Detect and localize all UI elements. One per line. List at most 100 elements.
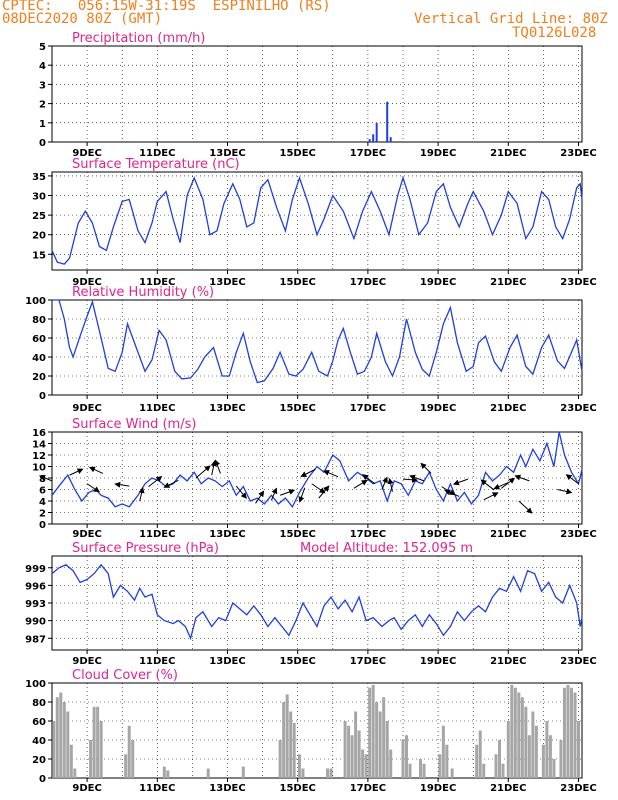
precipitation-bar xyxy=(389,137,392,142)
wind-arrow xyxy=(518,500,533,514)
cloud-cover-xtick-label: 13DEC xyxy=(209,783,245,794)
cloud-cover-bar xyxy=(347,725,351,778)
wind-arrow xyxy=(565,474,579,485)
humidity-xtick-label: 23DEC xyxy=(560,403,596,414)
cloud-cover-bar xyxy=(59,692,63,778)
precipitation-xtick-label: 21DEC xyxy=(490,148,526,159)
cloud-cover-xtick-label: 15DEC xyxy=(280,783,316,794)
wind-xtick-label: 11DEC xyxy=(139,529,175,540)
cloud-cover-bar xyxy=(368,687,372,778)
wind-arrow xyxy=(381,476,388,490)
precipitation-frame xyxy=(51,45,583,143)
humidity-xtick-label: 11DEC xyxy=(139,403,175,414)
cloud-cover-bar xyxy=(301,768,305,778)
cloud-cover-bar xyxy=(441,725,445,778)
cloud-cover-ytick-label: 100 xyxy=(25,679,46,690)
temperature-xtick-label: 9DEC xyxy=(72,277,101,288)
wind-arrow xyxy=(420,462,432,474)
temperature-xtick-label: 23DEC xyxy=(560,277,596,288)
wind-xtick-label: 15DEC xyxy=(280,529,316,540)
header-location: CPTEC: 056:15W-31:19S ESPINILHO (RS) xyxy=(2,0,331,14)
humidity-ytick-label: 60 xyxy=(32,334,46,345)
cloud-cover-bar xyxy=(131,740,135,778)
temperature-xtick-label: 19DEC xyxy=(420,277,456,288)
cloud-cover-bar xyxy=(285,694,289,778)
cloud-cover-bar xyxy=(278,740,282,778)
pressure-xtick-label: 19DEC xyxy=(420,656,456,667)
wind-ytick-label: 8 xyxy=(39,474,46,485)
wind-arrow xyxy=(323,470,339,478)
wind-arrow xyxy=(483,492,499,501)
humidity-xtick-label: 17DEC xyxy=(350,403,386,414)
cloud-cover-bar xyxy=(364,754,368,778)
cloud-cover-bar xyxy=(545,721,549,778)
wind-arrow xyxy=(195,465,211,479)
humidity-xtick-label: 19DEC xyxy=(420,403,456,414)
cloud-cover-bar xyxy=(498,740,502,778)
cloud-cover-bar xyxy=(548,735,552,778)
temperature-xtick-label: 11DEC xyxy=(139,277,175,288)
cloud-cover-bar xyxy=(517,692,521,778)
wind-ytick-label: 10 xyxy=(32,463,46,474)
cloud-cover-title: Cloud Cover (%) xyxy=(72,668,178,683)
cloud-cover-bar xyxy=(562,687,566,778)
cloud-cover-bar xyxy=(445,744,449,778)
cloud-cover-bar xyxy=(478,730,482,778)
header-vertical-grid: Vertical Grid Line: 80Z xyxy=(414,11,608,27)
cloud-cover-bar xyxy=(389,749,393,778)
humidity-xtick-label: 15DEC xyxy=(280,403,316,414)
wind-arrow xyxy=(318,485,330,499)
pressure-line xyxy=(51,563,583,641)
precipitation-xtick-label: 9DEC xyxy=(72,148,101,159)
cloud-cover-bar xyxy=(282,702,286,778)
cloud-cover-xtick-label: 9DEC xyxy=(72,783,101,794)
humidity-xtick-label: 9DEC xyxy=(72,403,101,414)
cloud-cover-bar xyxy=(531,711,535,778)
wind-xtick-label: 19DEC xyxy=(420,529,456,540)
humidity-frame xyxy=(51,299,583,396)
precipitation-ytick-label: 0 xyxy=(39,138,46,149)
temperature-panel: 15 20 25 30 35 9DEC 11DEC 13DEC 15DEC 17DEC 19DEC 2… xyxy=(32,157,597,288)
pressure-title: Surface Pressure (hPa) xyxy=(72,541,219,556)
wind-arrow xyxy=(88,466,104,474)
humidity-ytick-label: 0 xyxy=(39,391,46,402)
cloud-cover-bar xyxy=(66,711,70,778)
cloud-cover-bar xyxy=(326,768,330,778)
humidity-xtick-label: 13DEC xyxy=(209,403,245,414)
wind-xtick-label: 17DEC xyxy=(350,529,386,540)
wind-arrow xyxy=(362,474,376,485)
precipitation-panel: 0 1 2 3 4 5 9DEC 11DEC 13DEC 15DEC 17DEC 19DEC 21DEC… xyxy=(39,31,597,159)
precipitation-xtick-label: 23DEC xyxy=(560,148,596,159)
humidity-ytick-label: 40 xyxy=(32,353,46,364)
precipitation-bar xyxy=(372,134,375,142)
cloud-cover-bar xyxy=(52,721,56,778)
wind-arrows xyxy=(39,459,579,514)
wind-ytick-label: 16 xyxy=(32,428,46,439)
cloud-cover-bar xyxy=(206,768,210,778)
cloud-cover-xtick-label: 11DEC xyxy=(139,783,175,794)
wind-arrow xyxy=(311,483,326,494)
cloud-cover-bar xyxy=(343,721,347,778)
wind-arrow xyxy=(163,479,179,488)
header-datetime: 08DEC2020 80Z (GMT) xyxy=(2,11,163,27)
temperature-xtick-label: 15DEC xyxy=(280,277,316,288)
wind-arrow xyxy=(86,483,100,493)
cloud-cover-bar xyxy=(408,763,412,778)
cloud-cover-bar xyxy=(527,735,531,778)
precipitation-title: Precipitation (mm/h) xyxy=(72,31,205,46)
cloud-cover-bar xyxy=(534,725,538,778)
cloud-cover-bar xyxy=(569,687,573,778)
temperature-ytick-label: 35 xyxy=(32,172,46,183)
temperature-xtick-label: 21DEC xyxy=(490,277,526,288)
cloud-cover-bar xyxy=(482,763,486,778)
cloud-cover-bar xyxy=(361,749,365,778)
pressure-ytick-label: 993 xyxy=(25,599,46,610)
cloud-cover-bar xyxy=(375,702,379,778)
wind-ytick-label: 0 xyxy=(39,520,46,531)
cloud-cover-bar xyxy=(96,706,100,778)
precipitation-xtick-label: 11DEC xyxy=(139,148,175,159)
wind-arrow xyxy=(409,474,425,482)
humidity-xtick-label: 21DEC xyxy=(490,403,526,414)
cloud-cover-bar xyxy=(350,735,354,778)
